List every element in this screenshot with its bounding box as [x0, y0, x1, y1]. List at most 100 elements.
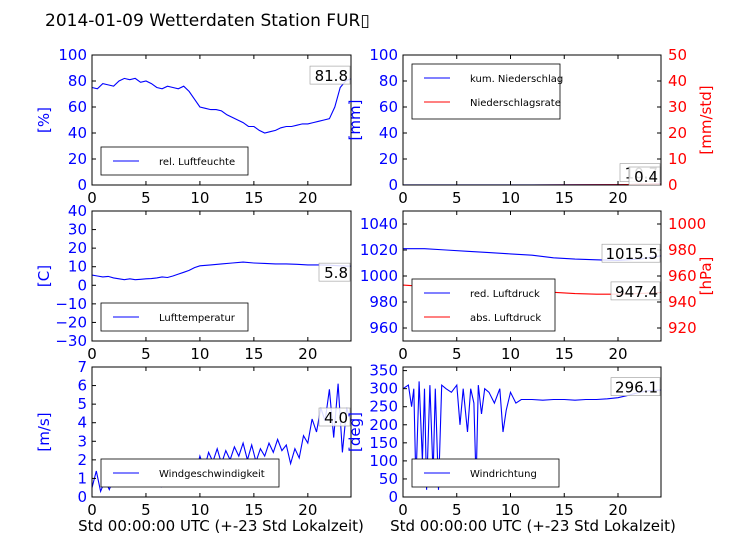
current-value-right: 0.4 — [634, 168, 658, 186]
y-tick-label: 80 — [68, 72, 87, 90]
y-tick-label: 100 — [58, 46, 87, 64]
x-tick-label: 15 — [555, 345, 574, 363]
y-tick-label: 0 — [77, 176, 87, 194]
x-tick-label: 0 — [398, 345, 408, 363]
x-tick-label: 10 — [501, 501, 520, 519]
y-axis-label-right: [mm/std] — [697, 85, 715, 154]
legend-box — [100, 302, 249, 332]
x-tick-label: 20 — [608, 501, 627, 519]
y-tick-label-right: 960 — [668, 267, 697, 285]
y-tick-label-right: 920 — [668, 319, 697, 337]
series-line-rel-luftfeuchte — [91, 77, 352, 134]
legend-box — [411, 63, 561, 120]
y-tick-label: 350 — [369, 362, 398, 380]
x-tick-label: 0 — [87, 345, 97, 363]
y-tick-label: 1 — [77, 469, 87, 487]
y-tick-label: 1000 — [360, 267, 398, 285]
y-tick-label: 3 — [77, 432, 87, 450]
x-tick-label: 15 — [555, 189, 574, 207]
y-tick-label: 20 — [68, 150, 87, 168]
y-tick-label: 30 — [68, 221, 87, 239]
current-value-box — [601, 243, 661, 263]
x-tick-label: 20 — [298, 345, 317, 363]
legend: rel. Luftfeuchte — [100, 146, 249, 176]
y-tick-label: 200 — [369, 416, 398, 434]
axes-frame — [402, 54, 662, 186]
x-tick-label: 5 — [141, 345, 151, 363]
current-value-right: 947.4 — [615, 283, 658, 301]
panel-5: 0 5 10 15 20050100150200250300350[deg]Windri… — [346, 362, 662, 519]
legend-label: rel. Luftfeuchte — [159, 157, 235, 168]
panel-3: 0 5 10 15 20 960 980 1000 1020 1040 920 940 960 980 10… — [360, 210, 715, 363]
legend-label: Lufttemperatur — [159, 313, 236, 324]
series-line-lufttemperatur — [91, 261, 352, 281]
legend: red. Luftdruck abs. Luftdruck — [411, 278, 556, 332]
y-tick-label: 250 — [369, 398, 398, 416]
y-tick-label-right: 20 — [668, 124, 687, 142]
legend-label: Windrichtung — [470, 469, 537, 480]
y-axis-label: [deg] — [346, 412, 364, 452]
y-axis-label: [mm] — [346, 100, 364, 141]
panel-2: 0 5 10 15 20−30−20−10010203040[C]Lufttempera… — [35, 202, 352, 363]
y-tick-label: 150 — [369, 434, 398, 452]
y-tick-label: 300 — [369, 380, 398, 398]
y-tick-label: −30 — [55, 332, 87, 350]
y-tick-label: 960 — [369, 319, 398, 337]
y-tick-label: 40 — [68, 124, 87, 142]
y-tick-label: 0 — [388, 488, 398, 506]
x-tick-label: 10 — [501, 345, 520, 363]
x-tick-label: 0 — [87, 189, 97, 207]
x-tick-label: 15 — [244, 501, 263, 519]
y-tick-label: 1020 — [360, 241, 398, 259]
x-axis-label-right: Std 00:00:00 UTC (+-23 Std Lokalzeit) — [390, 517, 676, 535]
y-tick-label-right: 1000 — [668, 215, 706, 233]
y-tick-label: 60 — [68, 98, 87, 116]
legend-box — [411, 278, 556, 332]
panel-4: 0 5 10 15 2001234567[m/s]Windgeschwindigkeit… — [35, 358, 352, 519]
legend: Windrichtung — [411, 458, 560, 488]
x-tick-label: 10 — [190, 501, 209, 519]
current-value-box — [309, 65, 351, 85]
axes-frame — [91, 366, 352, 498]
current-value: 296.1 — [615, 379, 658, 397]
y-tick-label: 5 — [77, 395, 87, 413]
current-value-right-box — [610, 281, 661, 301]
x-tick-label: 20 — [298, 189, 317, 207]
current-value: 1015.5 — [606, 245, 659, 263]
y-tick-label-right: 40 — [668, 72, 687, 90]
current-value: 4.0 — [324, 409, 348, 427]
y-tick-label: 0 — [388, 176, 398, 194]
y-tick-label-right: 50 — [668, 46, 687, 64]
current-value-box — [318, 407, 351, 427]
legend-label: abs. Luftdruck — [470, 313, 541, 324]
y-tick-label: 0 — [77, 276, 87, 294]
x-tick-label: 10 — [190, 345, 209, 363]
x-tick-label: 10 — [190, 189, 209, 207]
x-tick-label: 20 — [608, 189, 627, 207]
x-tick-label: 5 — [452, 189, 462, 207]
x-tick-label: 15 — [244, 345, 263, 363]
y-tick-label: 20 — [379, 150, 398, 168]
legend: Lufttemperatur — [100, 302, 249, 332]
x-tick-label: 5 — [141, 501, 151, 519]
y-axis-label-right: [hPa] — [697, 257, 715, 296]
y-tick-label-right: 980 — [668, 241, 697, 259]
legend: Windgeschwindigkeit — [100, 458, 280, 488]
figure-title: 2014-01-09 Wetterdaten Station FUR▯ — [45, 11, 370, 31]
y-tick-label: 80 — [379, 72, 398, 90]
x-axis-label-left: Std 00:00:00 UTC (+-23 Std Lokalzeit) — [78, 517, 364, 535]
legend-label: kum. Niederschlag — [470, 74, 563, 85]
y-tick-label-right: 30 — [668, 98, 687, 116]
x-tick-label: 0 — [87, 501, 97, 519]
x-tick-label: 5 — [141, 189, 151, 207]
axes-frame — [91, 210, 352, 342]
y-tick-label: 60 — [379, 98, 398, 116]
legend-label: Windgeschwindigkeit — [159, 469, 265, 480]
x-tick-label: 5 — [452, 501, 462, 519]
y-tick-label: 100 — [369, 452, 398, 470]
y-tick-label: −10 — [55, 295, 87, 313]
current-value-box — [610, 377, 661, 396]
x-tick-label: 0 — [398, 501, 408, 519]
y-tick-label: 2 — [77, 451, 87, 469]
